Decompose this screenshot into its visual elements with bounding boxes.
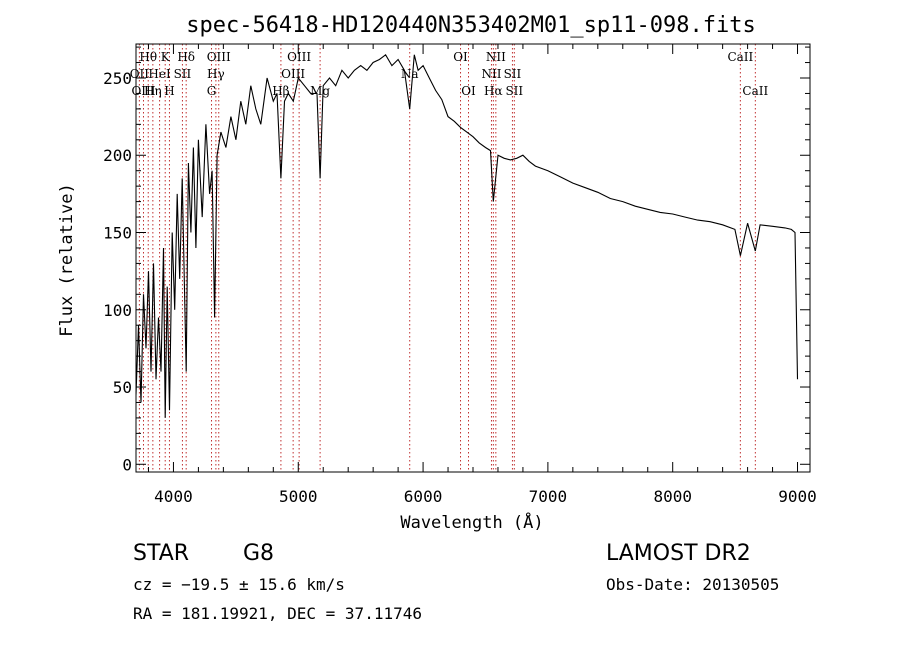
y-tick-label: 150 bbox=[103, 224, 132, 243]
x-tick-label: 8000 bbox=[653, 487, 692, 506]
spectral-line-label: NII bbox=[486, 50, 506, 64]
y-axis-ticks: 0 50 100 150 200 250 bbox=[103, 46, 810, 474]
y-tick-label: 200 bbox=[103, 146, 132, 165]
spectral-line-label: CaII bbox=[727, 50, 753, 64]
x-tick-label: 6000 bbox=[404, 487, 443, 506]
spectral-line-label: OIII bbox=[281, 67, 305, 81]
spectral-line-label: SII bbox=[505, 84, 523, 98]
y-tick-label: 250 bbox=[103, 69, 132, 88]
spectral-line-label: Mg bbox=[310, 84, 330, 98]
x-tick-label: 4000 bbox=[154, 487, 193, 506]
y-axis-label: Flux (relative) bbox=[57, 183, 77, 337]
y-tick-label: 50 bbox=[113, 378, 132, 397]
x-axis-ticks: 4000 5000 6000 7000 8000 9000 bbox=[147, 44, 817, 506]
spectral-line-label: G bbox=[207, 84, 217, 98]
coordinates: RA = 181.19921, DEC = 37.11746 bbox=[133, 604, 422, 623]
spectral-line-label: Hδ bbox=[177, 50, 195, 64]
spectral-line-label: SII bbox=[174, 67, 192, 81]
x-tick-label: 9000 bbox=[778, 487, 817, 506]
spectral-line-label: CaII bbox=[742, 84, 768, 98]
spectral-line-label: Hγ bbox=[207, 67, 225, 81]
spectrum-line bbox=[136, 53, 799, 418]
x-tick-label: 7000 bbox=[529, 487, 568, 506]
spectral-line-label: OI bbox=[461, 84, 476, 98]
spectral-line-label: OIII bbox=[207, 50, 231, 64]
spectral-line-label: K bbox=[161, 50, 171, 64]
chart-title: spec-56418-HD120440N353402M01_sp11-098.f… bbox=[186, 13, 756, 38]
spectral-line-label: HeI bbox=[148, 67, 171, 81]
observation-date: Obs-Date: 20130505 bbox=[606, 575, 779, 594]
spectral-line-label: Hη bbox=[144, 84, 162, 98]
spectral-line-label: OIII bbox=[131, 84, 155, 98]
spectral-line-label: OII bbox=[130, 67, 150, 81]
survey-name: LAMOST DR2 bbox=[606, 541, 751, 566]
spectral-line-label: SII bbox=[504, 67, 522, 81]
y-tick-label: 100 bbox=[103, 301, 132, 320]
spectral-line-label: H bbox=[164, 84, 174, 98]
spectral-line-label: OIII bbox=[287, 50, 311, 64]
spectral-line-label: NII bbox=[481, 67, 501, 81]
x-tick-label: 5000 bbox=[279, 487, 318, 506]
spectral-line-markers bbox=[138, 44, 756, 472]
y-tick-label: 0 bbox=[122, 455, 132, 474]
object-class: STAR bbox=[133, 541, 189, 566]
spectral-line-label: Hθ bbox=[139, 50, 157, 64]
spectral-line-label: OI bbox=[453, 50, 468, 64]
spectral-line-label: Hα bbox=[484, 84, 503, 98]
x-axis-label: Wavelength (Å) bbox=[400, 511, 543, 533]
redshift-cz: cz = −19.5 ± 15.6 km/s bbox=[133, 575, 345, 594]
plot-frame bbox=[135, 43, 811, 473]
object-subclass: G8 bbox=[243, 541, 274, 566]
